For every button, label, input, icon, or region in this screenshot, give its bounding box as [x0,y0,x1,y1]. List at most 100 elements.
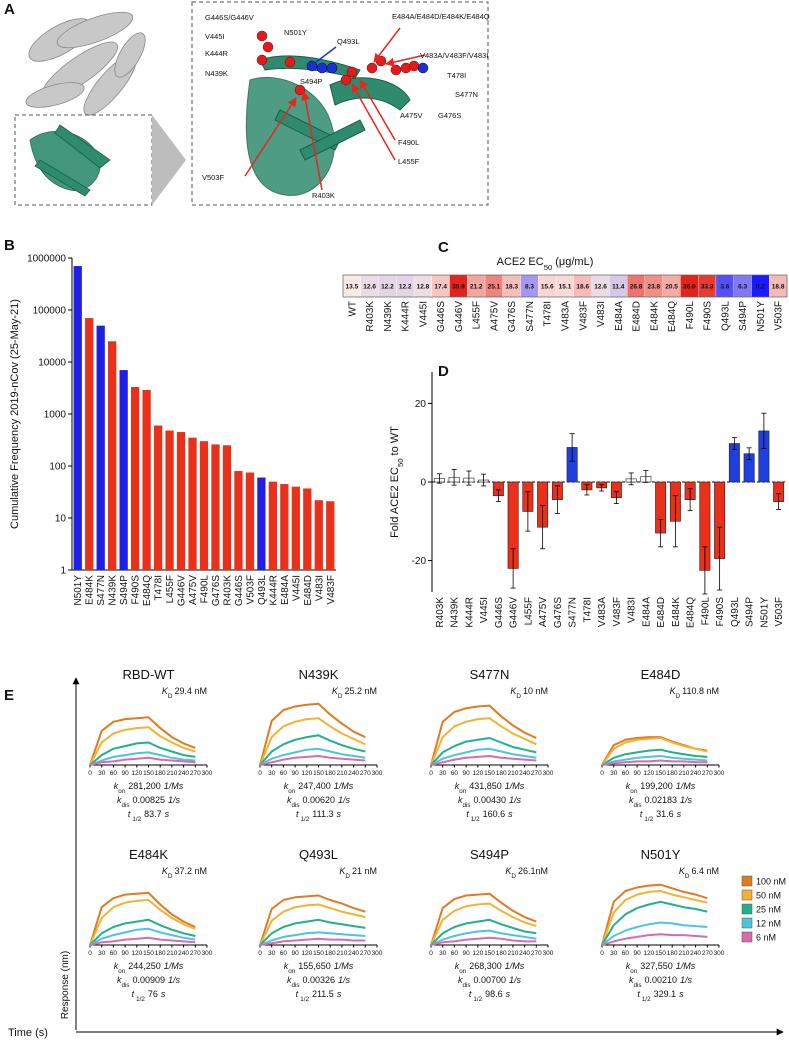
text-part: dis [121,982,129,989]
text-part: t [466,809,469,819]
x-tick-label: 30 [98,770,106,777]
x-tick-label: V483F [578,301,589,330]
subplot-title: RBD-WT [123,667,175,682]
x-tick-label: V445I [291,575,302,601]
bar [73,266,82,570]
kd-label: KD 110.8 nM [670,686,719,700]
x-tick-label: E484D [632,301,643,332]
text-part: 10 nM [523,686,548,696]
mutation-label: L455F [398,157,420,166]
text-part: t [640,809,643,819]
mutation-label: S494P [300,77,323,86]
x-tick-label: 0 [429,950,433,957]
legend-label: 50 nM [756,891,781,901]
text-part: k [626,961,631,971]
text-part: D [345,873,350,880]
thalf-label: t 1/2 329.1 s [637,989,684,1003]
text-part: k [287,795,292,805]
x-tick-label: S494P [745,597,756,627]
y-axis-label: Response (nm) [60,951,71,1019]
y-tick-label: 1000000 [27,254,66,265]
text-part: dis [462,802,470,809]
x-tick-label: 60 [280,950,288,957]
x-tick-label: V445I [479,597,490,623]
x-tick-label: 60 [451,770,459,777]
text-part: 31.6 [656,809,674,819]
thalf-label: t 1/2 31.6 s [640,809,682,823]
x-tick-label: V483F [612,597,623,626]
text-part: s [679,989,684,999]
x-tick-label: 210 [166,770,177,777]
x-tick-label: 60 [110,950,118,957]
x-tick-label: Q493L [257,575,268,605]
cell-value: 11.4 [612,284,625,291]
x-tick-label: 240 [690,950,701,957]
text-part: 244,250 [128,961,161,971]
cell-value: 35.9 [452,284,465,291]
x-tick-label: 120 [472,950,483,957]
subplot-title: S477N [470,667,510,682]
response-curve [259,702,366,766]
text-part: 110.8 nM [682,686,719,696]
response-curve [89,741,196,766]
bar [142,389,151,570]
cell-value: 23.8 [647,284,660,291]
x-tick-label: R403K [222,575,233,606]
structure-art [14,1,489,206]
text-part: dis [462,982,470,989]
x-tick-label: WT [347,301,358,317]
x-tick-label: 270 [531,950,542,957]
text-part: dis [121,802,129,809]
text-part: 199,200 [640,781,673,791]
error-bar [584,484,590,496]
x-tick-label: 90 [121,950,129,957]
text-part: s [508,809,513,819]
kon-label: kon 431,850 1/Ms [455,781,525,795]
x-tick-label: R403K [435,597,446,628]
text-part: 431,850 [469,781,502,791]
x-tick-label: V483I [627,597,638,623]
bar [314,500,323,570]
x-tick-label: K444R [268,575,279,606]
x-tick-label: 300 [543,770,554,777]
mutation-label: S477N [455,90,478,99]
bar [85,318,94,570]
kon-label: kon 244,250 1/Ms [114,961,184,975]
x-tick-label: K444R [464,597,475,628]
subplot-title: S494P [470,847,509,862]
x-tick-label: 90 [121,770,129,777]
x-tick-label: 120 [301,950,312,957]
response-curve [89,891,196,946]
legend-swatch [741,931,753,943]
bar [257,477,266,570]
x-tick-label: L455F [523,597,534,625]
kd-label: KD 21 nM [339,866,377,880]
x-tick-label: E484A [280,575,291,605]
kon-label: kon 268,300 1/Ms [455,961,525,975]
text-part: 160.6 [483,809,506,819]
text-part: 1/2 [471,816,480,823]
x-tick-label: 240 [519,950,530,957]
text-part: (μg/mL) [555,256,593,268]
x-tick-label: 150 [143,950,154,957]
x-tick-label: S494P [738,301,749,331]
x-tick-label: N439K [383,301,394,332]
error-bar [481,473,487,487]
text-part: 6.4 nM [691,866,719,876]
x-tick-label: 150 [655,950,666,957]
x-tick-label: F490L [200,575,211,604]
text-part: 1/Ms [676,961,696,971]
mutation-label: F490L [398,138,419,147]
text-part: D [168,693,173,700]
text-part: k [458,975,463,985]
mutation-label: N439K [205,69,228,78]
panel-letter: C [438,239,449,256]
cell-value: 18.8 [772,284,785,291]
x-tick-label: 300 [372,770,383,777]
x-tick-label: 180 [667,770,678,777]
bar [153,425,163,570]
text-part: k [287,975,292,985]
kd-label: KD 26.1nM [505,866,548,880]
text-part: 0.00700 [474,975,507,985]
kon-label: kon 155,650 1/Ms [284,961,354,975]
